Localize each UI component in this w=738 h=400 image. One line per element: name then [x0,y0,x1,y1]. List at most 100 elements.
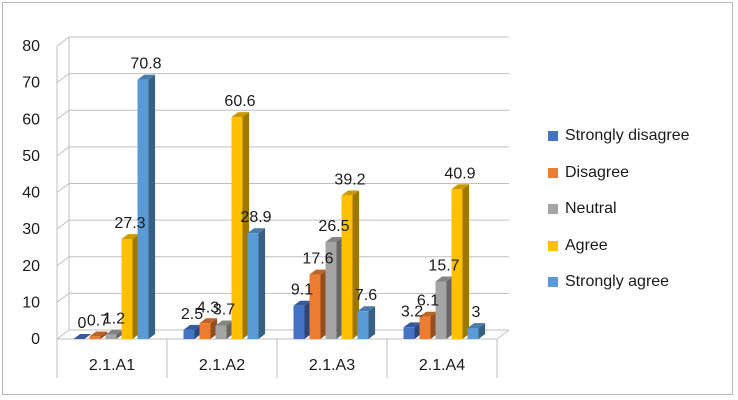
y-tick-label: 0 [31,331,40,348]
bar-top [403,322,422,328]
bar-top [419,311,438,317]
bar [419,316,431,339]
bar [451,189,463,339]
bar-top [341,190,360,196]
legend-item: Strongly disagree [548,118,728,155]
data-label: 26.5 [318,218,349,235]
legend-swatch [548,167,558,178]
y-tick-label: 30 [22,221,40,238]
bar [247,233,259,339]
bar-top [325,236,344,242]
bar [215,325,227,339]
bar [89,336,101,339]
bar [231,117,243,340]
gridline-depth [56,146,70,157]
bar-side [430,311,438,339]
bar-side [100,331,108,339]
bar-top [137,74,156,80]
legend-swatch [548,131,558,142]
y-tick-labels: 0 10 20 30 40 50 60 70 80 [22,38,40,348]
data-label: 15.7 [428,258,459,275]
bar-side [132,234,140,339]
gridline-depth [56,183,70,193]
data-label: 3 [472,304,481,321]
data-label: 27.3 [114,215,145,232]
bar [403,327,415,339]
data-label: 1.2 [103,311,125,328]
bar [137,79,149,339]
data-label: 39.2 [334,171,365,188]
bar-side [320,269,328,339]
bar-top [467,323,486,329]
bar-top [231,112,250,118]
data-labels: 0 0.71.2 27.3 70.8 2.54.33.7 60.6 28.9 9.1 17.6 2… [78,56,481,332]
bar-side [148,74,156,340]
bar-side [210,318,218,339]
bar-side [368,306,376,339]
legend-swatch [548,240,558,251]
bar-side [462,184,470,339]
data-label: 17.6 [302,251,333,268]
bar [467,328,479,339]
data-label: 7.6 [355,287,377,304]
x-category-label: 2.1.A2 [199,357,245,374]
legend-label: Neutral [565,200,617,218]
y-tick-label: 60 [22,111,40,128]
bar [309,274,321,339]
y-tick-label: 20 [22,258,40,275]
bar-top [247,228,266,234]
data-label: 9.1 [291,282,313,299]
legend-swatch [548,277,558,288]
legend-item: Agree [548,228,728,265]
bar [183,329,195,339]
gridline-depth [56,219,70,230]
bar [357,311,369,339]
data-label: 3.2 [401,303,423,320]
bar-top [215,320,234,326]
data-label: 28.9 [240,209,271,226]
data-label: 0 [78,315,87,332]
data-label: 0.7 [87,312,109,329]
bar-side [446,276,454,339]
bar [293,305,305,339]
y-tick-label: 70 [22,75,40,92]
bar-top [89,331,108,337]
floor-right [496,329,510,340]
bar-side [478,323,486,339]
bar-side [226,320,234,339]
data-label: 3.7 [213,301,235,318]
data-label: 6.1 [417,293,439,310]
data-label: 40.9 [444,165,475,182]
bar-top [121,234,140,240]
bar [105,334,117,339]
legend-label: Strongly disagree [565,127,690,145]
bar-side [242,112,250,339]
legend-label: Agree [565,236,608,254]
legend-label: Disagree [565,163,630,181]
bar-top [357,306,376,312]
bar-top [105,329,124,335]
legend-item: Strongly agree [548,264,728,301]
gridline-depth [56,292,70,303]
gridline-depth [56,256,70,267]
x-category-labels: 2.1.A1 2.1.A2 2.1.A3 2.1.A4 [89,357,465,374]
legend-item: Disagree [548,155,728,192]
legend-label: Strongly agree [565,273,670,291]
y-tick-label: 80 [22,38,40,55]
bar [199,323,211,339]
bars [73,74,486,340]
y-tick-label: 10 [22,294,40,311]
gridline-depth [56,73,70,84]
y-tick-label: 50 [22,148,40,165]
legend-swatch [548,204,558,215]
bar-top [199,318,218,324]
gridline-depth [56,109,70,120]
bar [325,241,337,339]
bar-top [73,334,92,339]
bar-side [194,324,202,339]
bar-side [336,236,344,339]
bar-side [258,228,266,339]
bar [435,281,447,339]
bar-side [414,322,422,339]
